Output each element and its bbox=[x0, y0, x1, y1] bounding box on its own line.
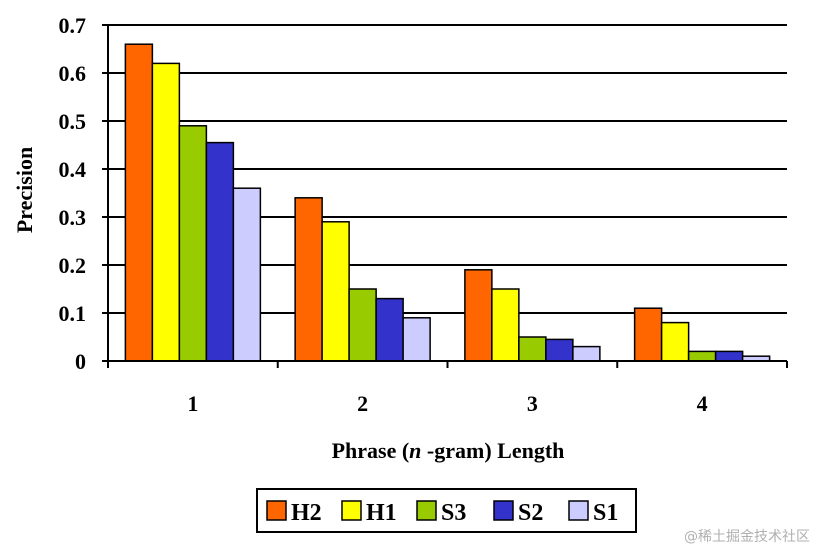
bar-s3-cat-2 bbox=[348, 288, 377, 362]
x-axis-title-prefix: Phrase ( bbox=[332, 438, 410, 463]
bar-s3-cat-3 bbox=[518, 336, 547, 362]
legend-swatch-h2 bbox=[266, 500, 287, 521]
legend-swatch-s1 bbox=[568, 500, 589, 521]
x-axis-title-suffix: -gram) Length bbox=[421, 438, 564, 463]
legend-label-s2: S2 bbox=[518, 500, 543, 526]
x-tick-label: 2 bbox=[357, 391, 368, 416]
y-axis-ticks: 0 0.1 0.2 0.3 0.4 0.5 0.6 0.7 bbox=[59, 13, 108, 374]
x-axis-ticks: 1 2 3 4 bbox=[107, 361, 788, 416]
bar-h1-cat-3 bbox=[491, 288, 520, 362]
bar-h2-cat-3 bbox=[464, 269, 493, 362]
legend-label-h2: H2 bbox=[291, 500, 322, 526]
bar-h1-cat-4 bbox=[660, 321, 690, 362]
x-tick-label: 3 bbox=[527, 391, 538, 416]
y-tick-label: 0.6 bbox=[59, 61, 87, 86]
y-tick-label: 0.2 bbox=[59, 253, 87, 278]
y-tick-label: 0.3 bbox=[59, 205, 87, 230]
legend-swatch-s2 bbox=[493, 500, 514, 521]
bar-h2-cat-2 bbox=[294, 197, 323, 362]
legend-label-s3: S3 bbox=[441, 500, 466, 526]
y-tick-label: 0.5 bbox=[59, 109, 87, 134]
y-tick-label: 0.7 bbox=[59, 13, 87, 38]
y-tick-label: 0.4 bbox=[59, 157, 87, 182]
bar-s2-cat-4 bbox=[714, 350, 744, 362]
y-tick-label: 0 bbox=[75, 349, 86, 374]
legend-label-h1: H1 bbox=[366, 500, 397, 526]
bar-s2-cat-3 bbox=[545, 338, 574, 362]
bar-h1-cat-2 bbox=[321, 221, 350, 362]
bar-h2-cat-4 bbox=[633, 307, 663, 362]
x-axis-title: Phrase (n -gram) Length bbox=[332, 438, 565, 463]
x-axis-title-n: n bbox=[409, 438, 421, 463]
bar-s3-cat-4 bbox=[687, 350, 717, 362]
y-axis-title: Precision bbox=[12, 147, 37, 233]
bar-s2-cat-1 bbox=[205, 141, 235, 362]
bar-s2-cat-2 bbox=[375, 297, 404, 362]
watermark-text: @稀土掘金技术社区 bbox=[684, 529, 810, 545]
bar-s1-cat-1 bbox=[232, 187, 262, 362]
bar-h1-cat-1 bbox=[151, 62, 181, 362]
bars bbox=[124, 43, 771, 362]
x-tick-label: 1 bbox=[187, 391, 198, 416]
bar-s1-cat-3 bbox=[572, 345, 601, 362]
bar-h2-cat-1 bbox=[124, 43, 154, 362]
legend-label-s1: S1 bbox=[593, 500, 618, 526]
legend-swatch-h1 bbox=[341, 500, 362, 521]
bar-s3-cat-1 bbox=[178, 125, 208, 362]
legend-swatch-s3 bbox=[416, 500, 437, 521]
legend: H2 H1 S3 S2 S1 bbox=[256, 488, 637, 533]
y-tick-label: 0.1 bbox=[59, 301, 87, 326]
bar-s1-cat-2 bbox=[402, 317, 431, 362]
x-tick-label: 4 bbox=[697, 391, 708, 416]
